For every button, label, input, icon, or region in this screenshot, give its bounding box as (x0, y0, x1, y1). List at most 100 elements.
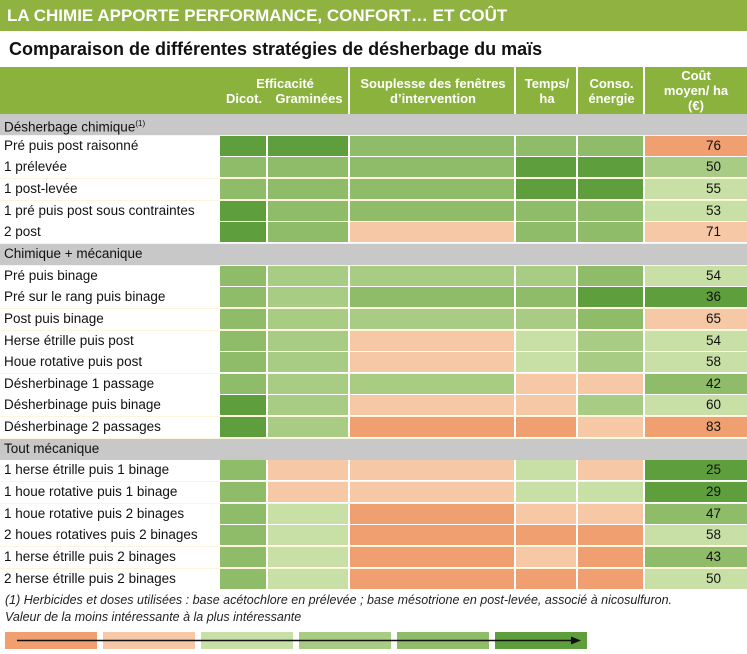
footnote-herbicides: (1) Herbicides et doses utilisées : base… (5, 593, 673, 607)
table-row: 1 prélevée 50 (0, 157, 747, 179)
cell-souplesse (350, 417, 516, 438)
cell-graminees (268, 568, 350, 589)
section-row: Tout mécanique (0, 438, 747, 460)
cell-dicot (220, 503, 268, 524)
table-header: Efficacité Dicot. Graminées Souplesse de… (0, 67, 747, 115)
row-label-text: Désherbage chimique (4, 119, 136, 135)
cell-temps (516, 482, 578, 503)
section-label: Tout mécanique (0, 438, 747, 460)
row-label-text: 1 pré puis post sous contraintes (4, 202, 195, 218)
cell-cout: 25 (645, 460, 747, 481)
table-row: Houe rotative puis post 58 (0, 352, 747, 374)
cell-graminees (268, 503, 350, 524)
header-conso: Conso. énergie (588, 75, 635, 106)
cell-graminees (268, 287, 350, 308)
cell-conso (578, 373, 645, 394)
cell-conso (578, 395, 645, 416)
row-label-text: Pré puis binage (4, 267, 98, 283)
cell-conso (578, 525, 645, 546)
cell-conso (578, 482, 645, 503)
row-label-text: 1 post-levée (4, 180, 78, 196)
cell-temps (516, 222, 578, 243)
row-label: 2 post (0, 222, 220, 244)
row-label: Houe rotative puis post (0, 352, 220, 374)
cell-conso (578, 417, 645, 438)
cell-temps (516, 352, 578, 373)
row-label: Désherbinage puis binage (0, 395, 220, 417)
cell-dicot (220, 352, 268, 373)
cell-graminees (268, 135, 350, 156)
table-row: 1 pré puis post sous contraintes 53 (0, 200, 747, 222)
cell-dicot (220, 547, 268, 567)
cell-souplesse (350, 135, 516, 156)
row-label-text: 2 houes rotatives puis 2 binages (4, 527, 198, 543)
cell-graminees (268, 482, 350, 503)
cell-dicot (220, 395, 268, 416)
cell-graminees (268, 395, 350, 416)
row-label-text: 1 houe rotative puis 1 binage (4, 484, 178, 500)
section-row: Chimique + mécanique (0, 243, 747, 265)
row-label-text: Pré sur le rang puis binage (4, 289, 166, 305)
cell-conso (578, 460, 645, 481)
cell-cout: 58 (645, 352, 747, 373)
header-divider (643, 67, 645, 114)
table-row: 1 post-levée 55 (0, 178, 747, 200)
cell-graminees (268, 222, 350, 243)
row-label-text: Pré puis post raisonné (4, 137, 139, 153)
cell-temps (516, 525, 578, 546)
cell-temps (516, 308, 578, 329)
cell-conso (578, 157, 645, 178)
cell-graminees (268, 525, 350, 546)
cell-conso (578, 568, 645, 589)
row-label: 1 houe rotative puis 1 binage (0, 482, 220, 504)
table-row: Post puis binage 65 (0, 308, 747, 330)
cell-conso (578, 308, 645, 329)
cell-cout: 76 (645, 135, 747, 156)
cell-souplesse (350, 157, 516, 178)
row-label-text: Tout mécanique (4, 440, 100, 456)
row-label-text: Post puis binage (4, 310, 104, 326)
cell-graminees (268, 547, 350, 567)
table-row: Désherbinage puis binage 60 (0, 395, 747, 417)
cell-souplesse (350, 200, 516, 221)
cell-souplesse (350, 547, 516, 567)
table-row: 2 herse étrille puis 2 binages 50 (0, 568, 747, 590)
cell-graminees (268, 460, 350, 481)
cell-dicot (220, 568, 268, 589)
cell-conso (578, 547, 645, 567)
cell-conso (578, 178, 645, 199)
cell-souplesse (350, 287, 516, 308)
row-label: Pré puis binage (0, 265, 220, 287)
table-row: 1 houe rotative puis 1 binage 29 (0, 482, 747, 504)
cell-souplesse (350, 525, 516, 546)
cell-temps (516, 330, 578, 351)
cell-dicot (220, 178, 268, 199)
header-efficacite: Efficacité (256, 76, 314, 91)
cell-dicot (220, 482, 268, 503)
cell-conso (578, 222, 645, 243)
cell-dicot (220, 417, 268, 438)
row-label-text: 1 houe rotative puis 2 binages (4, 505, 185, 521)
cell-souplesse (350, 308, 516, 329)
cell-conso (578, 287, 645, 308)
cell-souplesse (350, 178, 516, 199)
table-row: 1 herse étrille puis 1 binage 25 (0, 460, 747, 482)
cell-cout: 42 (645, 373, 747, 394)
header-divider (348, 67, 350, 114)
cell-dicot (220, 157, 268, 178)
cell-souplesse (350, 503, 516, 524)
table-row: 1 houe rotative puis 2 binages 47 (0, 503, 747, 525)
footnote-ref: (1) (135, 119, 146, 128)
cell-cout: 58 (645, 525, 747, 546)
cell-conso (578, 135, 645, 156)
cell-graminees (268, 373, 350, 394)
header-dicot: Dicot. (225, 91, 263, 106)
cell-temps (516, 135, 578, 156)
table-row: Désherbinage 2 passages 83 (0, 417, 747, 439)
cell-cout: 29 (645, 482, 747, 503)
scale-arrow-icon (17, 636, 581, 645)
cell-cout: 54 (645, 265, 747, 286)
cell-cout: 53 (645, 200, 747, 221)
row-label: 1 houe rotative puis 2 binages (0, 503, 220, 525)
